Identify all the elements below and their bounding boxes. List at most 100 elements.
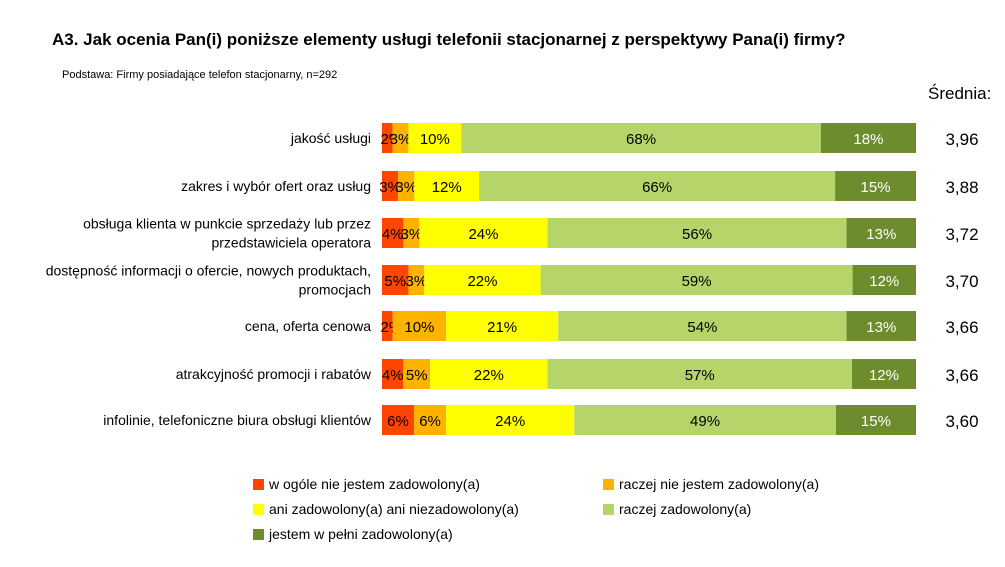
bar-segment-5-4 (558, 311, 847, 341)
data-label: 15% (861, 413, 891, 430)
bar-segment-1-3 (408, 123, 462, 153)
category-label: atrakcyjność promocji i rabatów (176, 366, 372, 382)
bar-segment-2-2 (398, 171, 415, 201)
category-label: cena, oferta cenowa (245, 318, 371, 334)
category-label: zakres i wybór ofert oraz usług (181, 178, 371, 194)
data-label: 13% (866, 226, 896, 243)
legend-label: jestem w pełni zadowolony(a) (269, 526, 453, 542)
legend-item-very-dissatisfied: w ogóle nie jestem zadowolony(a) (253, 476, 480, 492)
bar-segment-6-1 (382, 359, 404, 389)
category-label: jakość usługi (290, 130, 371, 146)
average-header: Średnia: (928, 84, 992, 103)
average-value: 3,96 (945, 130, 978, 149)
data-label: 5% (406, 367, 428, 384)
category-label: infolinie, telefoniczne biura obsługi kl… (103, 412, 372, 428)
data-label: 3% (406, 273, 428, 290)
legend-item-fully-satisfied: jestem w pełni zadowolony(a) (253, 526, 453, 542)
data-label: 13% (866, 319, 896, 336)
data-label: 5% (384, 273, 406, 290)
bar-segment-3-3 (419, 218, 548, 248)
data-label: 12% (869, 367, 899, 384)
data-label: 56% (682, 226, 712, 243)
data-label: 21% (487, 319, 517, 336)
legend-label: raczej zadowolony(a) (619, 501, 752, 517)
data-label: 3% (401, 226, 423, 243)
bar-segment-4-3 (424, 265, 541, 295)
bar-segment-3-1 (382, 218, 404, 248)
bar-segment-2-4 (479, 171, 836, 201)
data-label: 10% (420, 131, 450, 148)
data-label: 6% (419, 413, 441, 430)
legend-label: raczej nie jestem zadowolony(a) (619, 476, 819, 492)
legend-swatch (603, 503, 614, 515)
data-label: 22% (467, 273, 497, 290)
legend-item-rather-satisfied: raczej zadowolony(a) (603, 501, 751, 517)
bar-segment-6-4 (547, 359, 852, 389)
bar-segment-7-2 (414, 405, 447, 435)
data-label: 66% (642, 179, 672, 196)
data-label: 4% (382, 367, 404, 384)
bar-segment-4-4 (540, 265, 853, 295)
legend-swatch (253, 528, 264, 540)
bar-segment-3-2 (403, 218, 420, 248)
data-label: 24% (495, 413, 525, 430)
bar-segment-2-5 (835, 171, 916, 201)
bar-segment-1-2 (392, 123, 409, 153)
bar-segment-2-1 (382, 171, 399, 201)
legend-item-rather-dissatisfied: raczej nie jestem zadowolony(a) (603, 476, 819, 492)
bar-segment-5-3 (446, 311, 559, 341)
data-label: 24% (468, 226, 498, 243)
average-value: 3,60 (945, 412, 978, 431)
bar-segment-7-1 (382, 405, 415, 435)
bar-segment-6-5 (851, 359, 916, 389)
category-label: obsługa klienta w punkcie sprzedaży lub … (83, 216, 371, 251)
bar-segment-3-5 (846, 218, 916, 248)
average-value: 3,72 (945, 225, 978, 244)
chart-title: A3. Jak ocenia Pan(i) poniższe elementy … (52, 30, 846, 49)
average-value: 3,70 (945, 272, 978, 291)
data-label: 10% (404, 319, 434, 336)
data-label: 15% (861, 179, 891, 196)
legend-swatch (603, 478, 614, 490)
data-label: 59% (682, 273, 712, 290)
average-value: 3,66 (945, 366, 978, 385)
data-label: 57% (685, 367, 715, 384)
data-label: 54% (687, 319, 717, 336)
data-label: 22% (474, 367, 504, 384)
legend-swatch (253, 503, 264, 515)
average-value: 3,88 (945, 178, 978, 197)
category-label: dostępność informacji o ofercie, nowych … (46, 263, 371, 298)
bar-segment-1-4 (461, 123, 821, 153)
bar-segment-4-2 (408, 265, 425, 295)
data-label: 12% (869, 273, 899, 290)
bar-segment-3-4 (547, 218, 847, 248)
bar-segment-4-1 (382, 265, 409, 295)
bar-segment-7-3 (446, 405, 575, 435)
data-label: 18% (853, 131, 883, 148)
data-label: 12% (432, 179, 462, 196)
bar-segment-6-2 (403, 359, 431, 389)
bar-segment-2-3 (414, 171, 480, 201)
legend-label: w ogóle nie jestem zadowolony(a) (269, 476, 480, 492)
data-label: 49% (690, 413, 720, 430)
legend-item-neutral: ani zadowolony(a) ani niezadowolony(a) (253, 501, 519, 517)
bar-segment-1-1 (382, 123, 393, 153)
bar-segment-5-1 (382, 311, 393, 341)
bar-segment-6-3 (430, 359, 548, 389)
data-label: 68% (626, 131, 656, 148)
data-label: 3% (390, 131, 412, 148)
bar-segment-5-5 (846, 311, 916, 341)
average-value: 3,66 (945, 318, 978, 337)
bar-segment-5-2 (392, 311, 447, 341)
data-label: 6% (387, 413, 409, 430)
data-label: 3% (379, 179, 401, 196)
legend-label: ani zadowolony(a) ani niezadowolony(a) (269, 501, 519, 517)
bar-segment-7-5 (835, 405, 916, 435)
legend-swatch (253, 478, 264, 490)
bar-segment-1-5 (820, 123, 916, 153)
data-label: 3% (395, 179, 417, 196)
bar-segment-4-5 (852, 265, 916, 295)
chart-subtitle: Podstawa: Firmy posiadające telefon stac… (62, 69, 338, 81)
bar-segment-7-4 (574, 405, 836, 435)
